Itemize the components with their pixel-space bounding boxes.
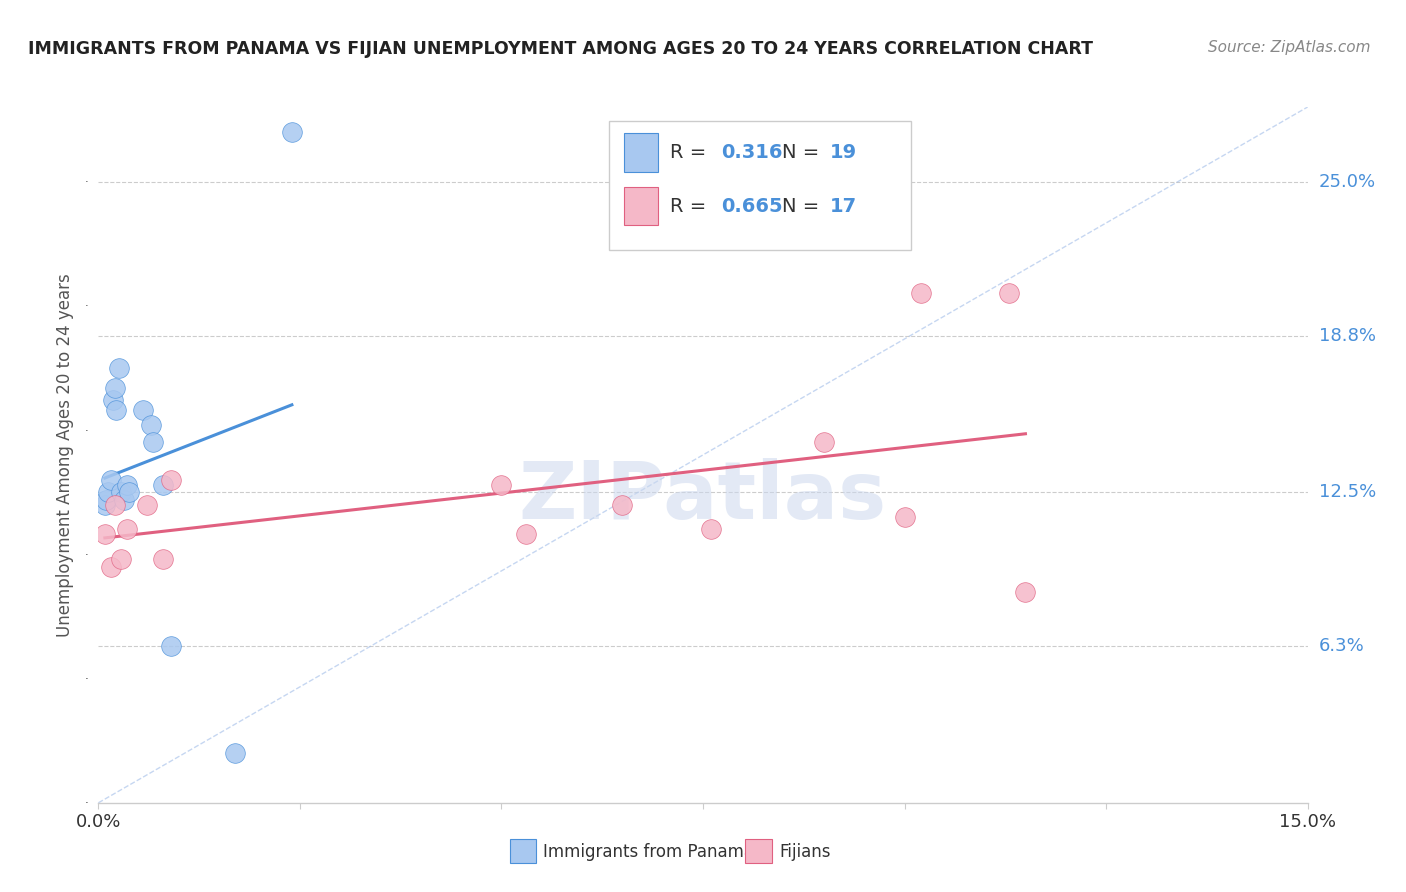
Point xyxy=(998,286,1021,301)
Point xyxy=(160,473,183,487)
Point xyxy=(110,485,132,500)
Point xyxy=(118,485,141,500)
Text: 17: 17 xyxy=(830,197,858,216)
Point xyxy=(813,435,835,450)
FancyBboxPatch shape xyxy=(609,121,911,250)
Text: 12.5%: 12.5% xyxy=(1319,483,1376,501)
Text: Fijians: Fijians xyxy=(779,843,831,861)
Point xyxy=(142,435,165,450)
Point xyxy=(94,527,117,541)
Text: 19: 19 xyxy=(830,143,858,161)
Text: 0.665: 0.665 xyxy=(721,197,783,216)
Point xyxy=(112,492,135,507)
Point xyxy=(612,498,634,512)
Point xyxy=(700,523,723,537)
Point xyxy=(94,498,117,512)
Point xyxy=(224,746,246,760)
Point xyxy=(1014,584,1036,599)
Text: 6.3%: 6.3% xyxy=(1319,637,1364,656)
Point xyxy=(97,485,120,500)
Point xyxy=(893,510,915,524)
Point xyxy=(101,393,124,408)
Text: Immigrants from Panama: Immigrants from Panama xyxy=(543,843,755,861)
Text: 0.316: 0.316 xyxy=(721,143,783,161)
Bar xyxy=(745,839,772,863)
Bar xyxy=(624,134,658,172)
Text: N =: N = xyxy=(782,197,825,216)
Text: 18.8%: 18.8% xyxy=(1319,326,1375,344)
Text: 25.0%: 25.0% xyxy=(1319,172,1376,191)
Point xyxy=(515,527,537,541)
Point xyxy=(107,361,129,376)
Point xyxy=(100,473,122,487)
Point xyxy=(100,559,122,574)
Point xyxy=(139,418,162,433)
Point xyxy=(103,498,125,512)
Text: R =: R = xyxy=(671,197,713,216)
Point xyxy=(115,477,138,491)
Y-axis label: Unemployment Among Ages 20 to 24 years: Unemployment Among Ages 20 to 24 years xyxy=(56,273,75,637)
Text: N =: N = xyxy=(782,143,825,161)
Point xyxy=(105,403,128,417)
Point xyxy=(152,552,174,566)
Text: IMMIGRANTS FROM PANAMA VS FIJIAN UNEMPLOYMENT AMONG AGES 20 TO 24 YEARS CORRELAT: IMMIGRANTS FROM PANAMA VS FIJIAN UNEMPLO… xyxy=(28,40,1092,58)
Text: Source: ZipAtlas.com: Source: ZipAtlas.com xyxy=(1208,40,1371,55)
Point xyxy=(132,403,155,417)
Text: R =: R = xyxy=(671,143,713,161)
Point xyxy=(281,125,304,139)
Point xyxy=(152,477,174,491)
Point xyxy=(110,552,132,566)
Bar xyxy=(509,839,536,863)
Bar xyxy=(624,187,658,226)
Point xyxy=(115,523,138,537)
Point xyxy=(96,492,118,507)
Point xyxy=(135,498,157,512)
Text: ZIPatlas: ZIPatlas xyxy=(519,458,887,536)
Point xyxy=(103,381,125,395)
Point xyxy=(160,639,183,653)
Point xyxy=(910,286,932,301)
Point xyxy=(491,477,513,491)
